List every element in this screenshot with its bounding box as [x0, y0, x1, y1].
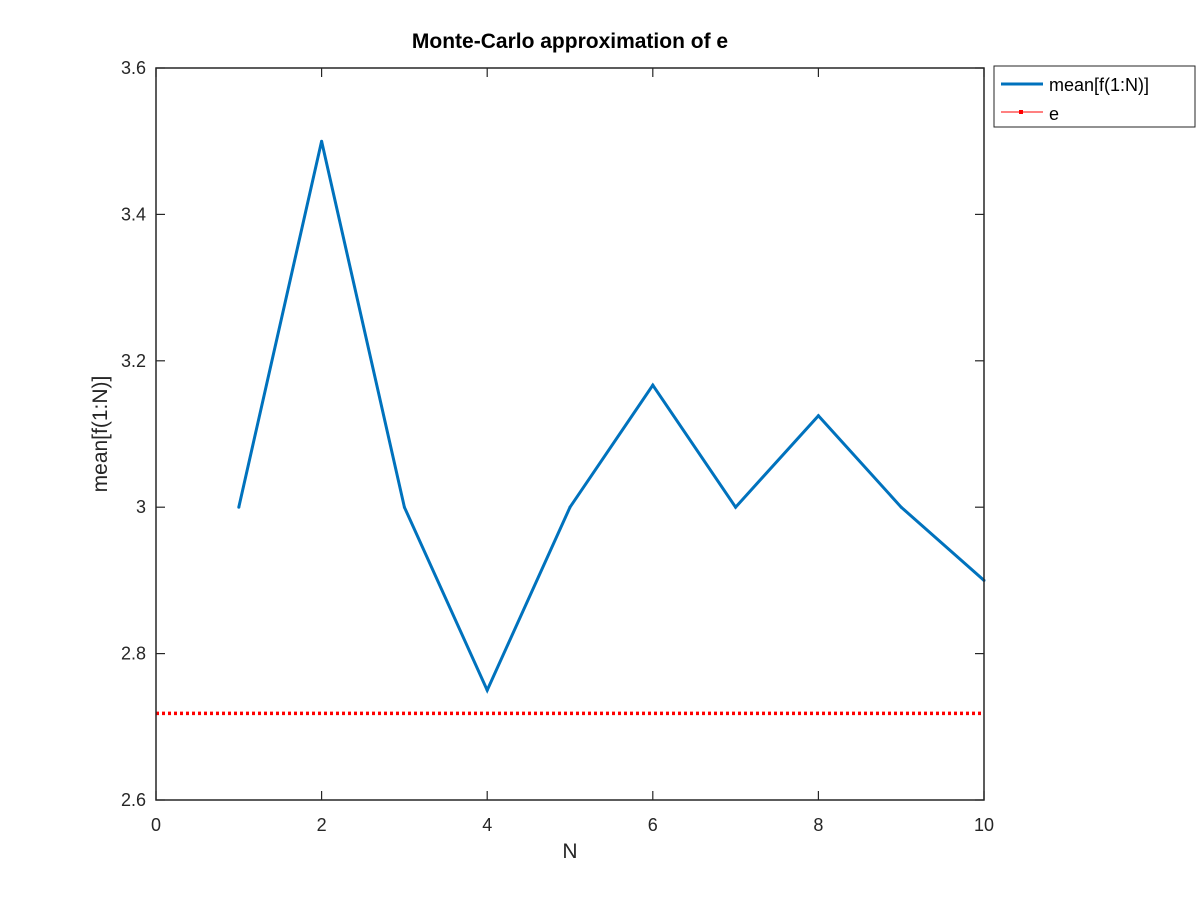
x-tick-label: 6 [648, 815, 658, 835]
legend-box [993, 65, 1196, 128]
data-point-mean [899, 505, 903, 509]
chart-title: Monte-Carlo approximation of e [412, 30, 728, 53]
data-point-mean [237, 505, 241, 509]
x-tick-label: 8 [813, 815, 823, 835]
y-tick-label: 2.6 [121, 790, 146, 810]
y-tick-label: 3.6 [121, 58, 146, 78]
data-point-mean [816, 414, 820, 418]
data-point-mean [651, 383, 655, 387]
series-layer [156, 139, 986, 716]
data-point-mean [402, 505, 406, 509]
legend-marker-e [1019, 110, 1023, 114]
legend: mean[f(1:N)] e [993, 65, 1196, 128]
x-tick-label: 10 [974, 815, 994, 835]
data-point-mean [320, 139, 324, 143]
x-tick-label: 2 [317, 815, 327, 835]
series-line-mean [237, 140, 985, 694]
x-axis-label: N [562, 840, 577, 863]
legend-label-e: e [1049, 104, 1059, 124]
data-point-mean [734, 505, 738, 509]
y-tick-label: 2.8 [121, 644, 146, 664]
y-tick-label: 3.2 [121, 351, 146, 371]
x-tick-label: 4 [482, 815, 492, 835]
legend-label-mean: mean[f(1:N)] [1049, 75, 1149, 95]
y-tick-label: 3 [136, 497, 146, 517]
x-tick-label: 0 [151, 815, 161, 835]
y-axis-label: mean[f(1:N)] [89, 376, 112, 493]
plot-area [156, 68, 984, 800]
data-point-mean [568, 505, 572, 509]
y-tick-label: 3.4 [121, 204, 146, 224]
data-point-mean [485, 688, 489, 692]
ticks: 0 2 4 6 8 10 2.6 2.8 3 3.2 3.4 3.6 [121, 58, 994, 835]
axes-frame [155, 67, 985, 801]
